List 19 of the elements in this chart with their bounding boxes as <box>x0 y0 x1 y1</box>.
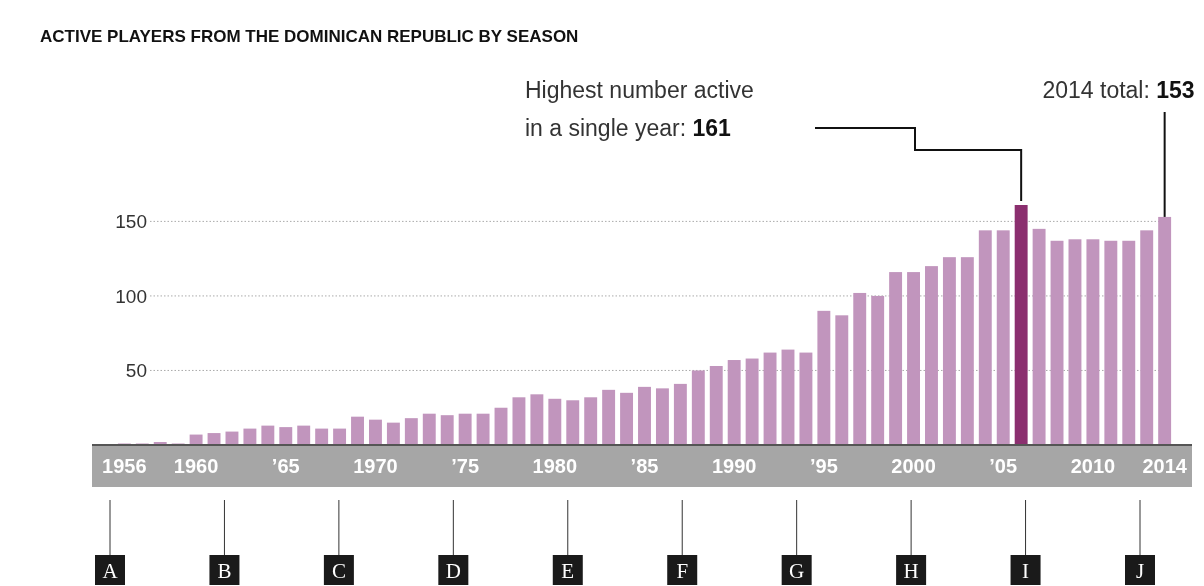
x-tick-label: 2000 <box>891 455 936 477</box>
x-tick-label: 1990 <box>711 455 757 477</box>
x-tick-label: ’85 <box>630 455 659 477</box>
x-tick-label: ’65 <box>271 455 300 477</box>
x-tick-label: 2010 <box>1070 455 1116 477</box>
y-tick-label: 50 <box>125 360 147 382</box>
x-tick-label: 1960 <box>173 455 219 477</box>
x-tick-label: 1980 <box>532 455 578 477</box>
annotation: 2014 total: 153 <box>1042 77 1195 103</box>
x-tick-label: 2014 <box>1142 455 1188 477</box>
chart-title: ACTIVE PLAYERS FROM THE DOMINICAN REPUBLIC BY SEASON <box>40 27 579 46</box>
x-tick-label: 1956 <box>102 455 147 477</box>
text: Highest number active in a single year: 161 <box>525 77 754 141</box>
x-tick-label: 1970 <box>353 455 398 477</box>
y-tick-label: 150 <box>115 211 147 233</box>
x-tick-label: ’95 <box>809 455 838 477</box>
x-tick-label: ’05 <box>989 455 1018 477</box>
x-tick-label: ’75 <box>451 455 480 477</box>
y-tick-label: 100 <box>115 285 147 307</box>
